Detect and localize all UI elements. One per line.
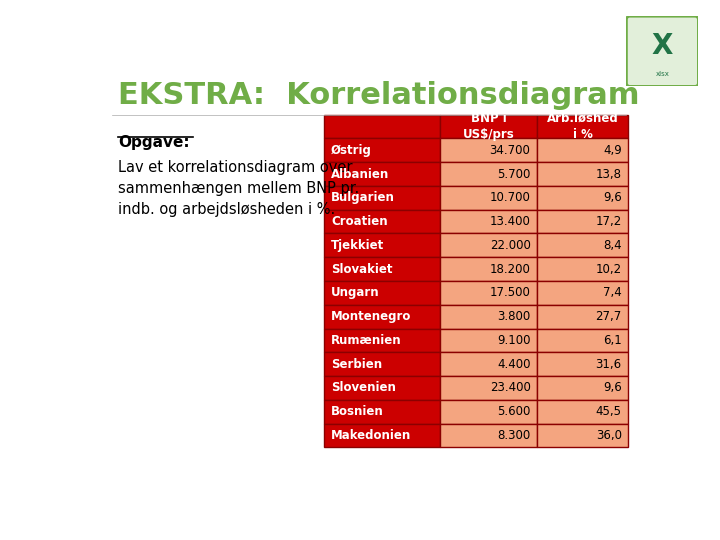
Text: Croatien: Croatien <box>331 215 387 228</box>
Text: 5.600: 5.600 <box>498 405 531 418</box>
Text: 9,6: 9,6 <box>603 191 622 204</box>
Text: Slovakiet: Slovakiet <box>331 262 392 275</box>
Text: 10,2: 10,2 <box>595 262 622 275</box>
Bar <box>324 138 440 162</box>
Bar <box>324 114 440 138</box>
Text: xlsx: xlsx <box>655 71 670 77</box>
Text: 18.200: 18.200 <box>490 262 531 275</box>
Text: 5.700: 5.700 <box>498 167 531 180</box>
Text: 4.400: 4.400 <box>497 357 531 370</box>
Text: Montenegro: Montenegro <box>331 310 411 323</box>
Bar <box>440 186 537 210</box>
Bar <box>324 400 440 423</box>
Text: X: X <box>652 32 673 60</box>
Text: 23.400: 23.400 <box>490 381 531 394</box>
Bar <box>440 257 537 281</box>
Bar <box>440 162 537 186</box>
Bar <box>324 281 440 305</box>
Text: Tjekkiet: Tjekkiet <box>331 239 384 252</box>
Bar <box>324 210 440 233</box>
Text: 8,4: 8,4 <box>603 239 622 252</box>
Bar <box>537 114 629 138</box>
Text: 31,6: 31,6 <box>595 357 622 370</box>
Bar <box>324 376 440 400</box>
Bar <box>324 162 440 186</box>
Bar <box>440 352 537 376</box>
Bar <box>440 423 537 447</box>
Text: 6,1: 6,1 <box>603 334 622 347</box>
Text: 45,5: 45,5 <box>595 405 622 418</box>
Bar <box>324 233 440 257</box>
Text: Makedonien: Makedonien <box>331 429 411 442</box>
Bar <box>440 281 537 305</box>
Bar <box>537 281 629 305</box>
Text: Slovenien: Slovenien <box>331 381 396 394</box>
Text: 3.800: 3.800 <box>498 310 531 323</box>
Bar <box>324 186 440 210</box>
Bar <box>537 186 629 210</box>
Text: Bosnien: Bosnien <box>331 405 384 418</box>
Bar <box>537 376 629 400</box>
Bar <box>324 328 440 352</box>
Bar <box>324 305 440 328</box>
Text: 17,2: 17,2 <box>595 215 622 228</box>
Bar <box>440 400 537 423</box>
Bar <box>537 257 629 281</box>
Bar <box>537 138 629 162</box>
Bar <box>537 352 629 376</box>
Bar <box>537 210 629 233</box>
Text: Opgave:: Opgave: <box>118 136 189 151</box>
Text: Lav et korrelationsdiagram over
sammenhængen mellem BNP pr.
indb. og arbejdsløsh: Lav et korrelationsdiagram over sammenhæ… <box>118 160 359 218</box>
Text: 7,4: 7,4 <box>603 286 622 299</box>
Text: EKSTRA:  Korrelationsdiagram: EKSTRA: Korrelationsdiagram <box>118 82 639 111</box>
Bar <box>537 233 629 257</box>
Text: 10.700: 10.700 <box>490 191 531 204</box>
Bar <box>324 257 440 281</box>
Bar <box>440 233 537 257</box>
Text: 17.500: 17.500 <box>490 286 531 299</box>
Text: 8.300: 8.300 <box>498 429 531 442</box>
Text: 27,7: 27,7 <box>595 310 622 323</box>
Bar <box>537 305 629 328</box>
Bar <box>440 210 537 233</box>
Text: Rumænien: Rumænien <box>331 334 402 347</box>
Text: Østrig: Østrig <box>331 144 372 157</box>
Bar <box>537 400 629 423</box>
Bar <box>440 328 537 352</box>
Text: 13.400: 13.400 <box>490 215 531 228</box>
Text: Ungarn: Ungarn <box>331 286 379 299</box>
Bar <box>537 328 629 352</box>
Text: 9.100: 9.100 <box>497 334 531 347</box>
Text: Albanien: Albanien <box>331 167 390 180</box>
Text: 22.000: 22.000 <box>490 239 531 252</box>
Bar <box>440 138 537 162</box>
Bar <box>324 352 440 376</box>
Bar <box>440 305 537 328</box>
Text: Arb.løshed
i %: Arb.løshed i % <box>547 112 618 141</box>
Bar <box>440 114 537 138</box>
Bar <box>537 423 629 447</box>
Text: Serbien: Serbien <box>331 357 382 370</box>
FancyBboxPatch shape <box>626 16 698 86</box>
Bar <box>537 162 629 186</box>
Text: Bulgarien: Bulgarien <box>331 191 395 204</box>
Bar <box>324 423 440 447</box>
Bar <box>440 376 537 400</box>
Text: 4,9: 4,9 <box>603 144 622 157</box>
Text: 36,0: 36,0 <box>595 429 622 442</box>
Text: BNP i
US$/prs: BNP i US$/prs <box>463 112 515 141</box>
Text: 9,6: 9,6 <box>603 381 622 394</box>
Text: 13,8: 13,8 <box>595 167 622 180</box>
Text: 34.700: 34.700 <box>490 144 531 157</box>
